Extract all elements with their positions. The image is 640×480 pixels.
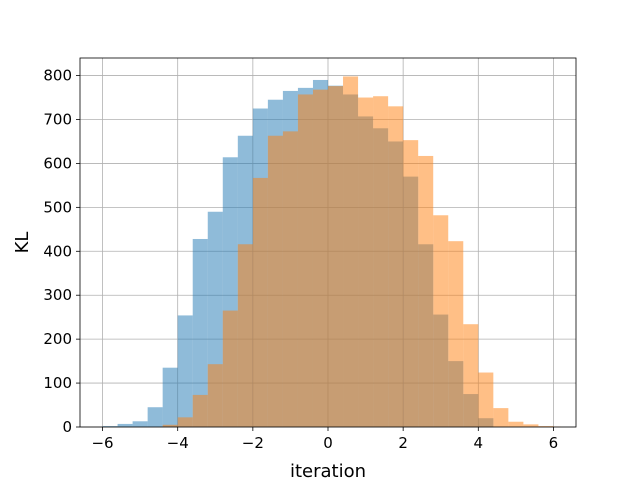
y-tick-label: 0 [62, 418, 72, 436]
histogram-bar-series-2 [192, 394, 208, 427]
histogram-bar-series-2 [312, 89, 328, 427]
histogram-bar-series-2 [523, 424, 539, 427]
histogram-bar-series-2 [433, 215, 449, 427]
histogram-bar-series-1 [132, 421, 148, 427]
y-tick-label: 500 [43, 198, 72, 216]
histogram-bar-series-2 [222, 310, 238, 427]
histogram-bar-series-1 [147, 407, 163, 427]
histogram-bar-series-2 [463, 324, 479, 427]
histogram-bar-series-2 [207, 364, 223, 427]
histogram-bar-series-2 [493, 408, 509, 427]
histogram-bar-series-1 [102, 426, 118, 427]
x-tick-label: 2 [398, 434, 408, 452]
y-tick-label: 400 [43, 242, 72, 260]
histogram-bar-series-2 [538, 426, 554, 427]
y-tick-label: 200 [43, 330, 72, 348]
y-tick-label: 100 [43, 374, 72, 392]
x-tick-label: 6 [549, 434, 559, 452]
histogram-bar-series-2 [448, 241, 464, 427]
histogram-bar-series-2 [478, 372, 494, 427]
axis-ticks: −6 −4 −2 0 2 4 6 0 100 200 300 400 500 600 700 800 [43, 67, 558, 452]
histogram-bar-series-2 [373, 96, 389, 427]
x-tick-label: 0 [323, 434, 333, 452]
histogram-bar-series-2 [297, 94, 313, 427]
histogram-bar-series-2 [508, 421, 524, 427]
histogram-bar-series-2 [177, 417, 193, 427]
histogram-bar-series-2 [403, 140, 419, 427]
y-axis-label: KL [12, 232, 33, 254]
x-tick-label: −2 [242, 434, 264, 452]
histogram-bar-series-2 [358, 97, 374, 428]
x-tick-label: −4 [167, 434, 189, 452]
histogram-bar-series-1 [192, 238, 208, 427]
histogram-bar-series-2 [252, 177, 268, 427]
histogram-bar-series-2 [237, 244, 253, 427]
x-tick-label: 4 [474, 434, 484, 452]
y-tick-label: 800 [43, 67, 72, 85]
y-tick-label: 700 [43, 111, 72, 129]
histogram-bar-series-1 [177, 315, 193, 427]
x-axis-label: iteration [290, 461, 366, 480]
x-tick-label: −6 [91, 434, 113, 452]
histogram-bar-series-1 [117, 423, 133, 427]
histogram-bar-series-2 [388, 106, 404, 428]
histogram-bar-series-2 [162, 424, 178, 427]
histogram-bar-series-2 [343, 76, 359, 427]
y-tick-label: 300 [43, 286, 72, 304]
histogram-bar-series-2 [328, 86, 344, 427]
histogram-bar-series-2 [418, 155, 434, 428]
y-tick-label: 600 [43, 154, 72, 172]
histogram-bar-series-2 [267, 135, 283, 427]
histogram-bar-series-2 [282, 131, 298, 427]
histogram-bars [102, 76, 561, 428]
histogram-bar-series-1 [162, 367, 178, 427]
